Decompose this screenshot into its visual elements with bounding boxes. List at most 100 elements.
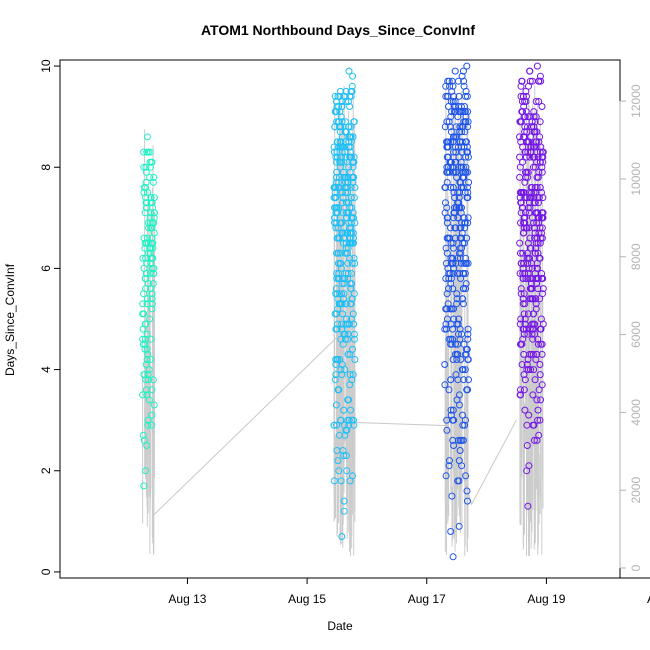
data-point bbox=[523, 361, 531, 368]
data-point bbox=[140, 371, 148, 379]
data-point bbox=[346, 204, 354, 212]
data-point bbox=[345, 67, 353, 75]
data-point bbox=[142, 361, 150, 368]
data-point bbox=[517, 290, 525, 298]
data-point bbox=[536, 295, 544, 303]
data-point bbox=[332, 204, 340, 212]
data-point bbox=[348, 204, 356, 212]
data-point bbox=[458, 436, 466, 444]
data-point bbox=[333, 275, 341, 282]
data-point bbox=[447, 113, 455, 121]
data-point bbox=[344, 350, 352, 358]
data-point bbox=[517, 138, 525, 146]
data-point bbox=[517, 199, 525, 207]
data-point bbox=[528, 285, 536, 293]
data-point bbox=[449, 148, 457, 156]
data-point bbox=[351, 259, 359, 267]
data-point bbox=[342, 98, 350, 105]
data-point bbox=[464, 108, 472, 116]
data-point bbox=[538, 103, 546, 110]
data-point bbox=[336, 189, 344, 196]
data-point bbox=[442, 472, 450, 480]
data-point bbox=[529, 350, 537, 358]
data-point bbox=[341, 330, 349, 338]
data-point bbox=[453, 290, 461, 298]
data-point bbox=[538, 163, 546, 171]
data-point bbox=[338, 280, 346, 288]
data-point bbox=[462, 472, 470, 480]
data-point bbox=[144, 219, 152, 227]
data-point bbox=[534, 406, 542, 414]
data-point bbox=[443, 163, 451, 171]
data-point bbox=[453, 270, 461, 277]
data-point bbox=[519, 300, 527, 308]
data-point bbox=[517, 249, 524, 257]
data-point bbox=[455, 330, 462, 338]
data-point bbox=[334, 320, 342, 328]
data-point bbox=[347, 285, 355, 293]
data-point bbox=[144, 350, 152, 358]
data-point bbox=[449, 270, 457, 277]
data-point bbox=[536, 118, 544, 126]
data-point bbox=[456, 178, 464, 186]
data-point bbox=[464, 386, 472, 394]
data-point bbox=[526, 194, 534, 202]
data-point bbox=[445, 462, 453, 470]
y-tick-label: 0 bbox=[39, 568, 53, 575]
data-point bbox=[461, 366, 469, 374]
data-point bbox=[333, 447, 341, 454]
data-point bbox=[140, 148, 148, 156]
data-point bbox=[338, 153, 345, 161]
data-point bbox=[146, 173, 154, 181]
data-point bbox=[336, 219, 344, 227]
data-point bbox=[334, 259, 342, 267]
data-point bbox=[441, 381, 449, 389]
data-point bbox=[331, 189, 339, 196]
data-point bbox=[461, 219, 469, 227]
data-point bbox=[339, 168, 347, 176]
data-point bbox=[447, 411, 455, 419]
data-point bbox=[456, 335, 464, 343]
data-point bbox=[464, 123, 472, 131]
data-point bbox=[456, 447, 464, 454]
data-point bbox=[524, 275, 532, 282]
data-point bbox=[333, 168, 341, 176]
data-point bbox=[534, 340, 542, 348]
y2-tick-label: 6000 bbox=[629, 321, 643, 348]
data-point bbox=[463, 194, 471, 202]
data-point bbox=[335, 184, 343, 191]
data-point bbox=[331, 184, 339, 191]
data-point bbox=[443, 416, 451, 424]
data-point bbox=[448, 492, 456, 500]
data-point bbox=[453, 300, 461, 308]
data-point bbox=[454, 199, 462, 207]
data-point bbox=[455, 92, 463, 100]
data-point bbox=[523, 128, 531, 136]
data-point bbox=[462, 350, 469, 358]
data-point bbox=[516, 153, 524, 161]
data-point bbox=[463, 497, 471, 505]
data-point bbox=[528, 325, 536, 333]
data-point bbox=[535, 98, 543, 105]
data-point bbox=[343, 467, 351, 475]
data-point bbox=[336, 158, 344, 166]
data-point bbox=[533, 184, 541, 191]
data-point bbox=[518, 77, 526, 85]
data-point bbox=[349, 163, 357, 171]
data-point bbox=[463, 62, 471, 70]
data-point bbox=[536, 416, 544, 424]
data-point bbox=[447, 224, 454, 232]
data-point bbox=[454, 376, 462, 384]
y-tick-label: 4 bbox=[39, 366, 53, 373]
data-point bbox=[516, 163, 524, 171]
data-point bbox=[521, 128, 528, 136]
data-point bbox=[447, 376, 455, 384]
data-point bbox=[458, 143, 465, 151]
data-point bbox=[338, 361, 346, 368]
data-point bbox=[524, 239, 532, 247]
data-point bbox=[143, 356, 151, 363]
data-point bbox=[460, 214, 468, 222]
data-point bbox=[539, 158, 547, 166]
y2-tick-label: 2000 bbox=[629, 477, 643, 504]
data-point bbox=[533, 234, 541, 242]
